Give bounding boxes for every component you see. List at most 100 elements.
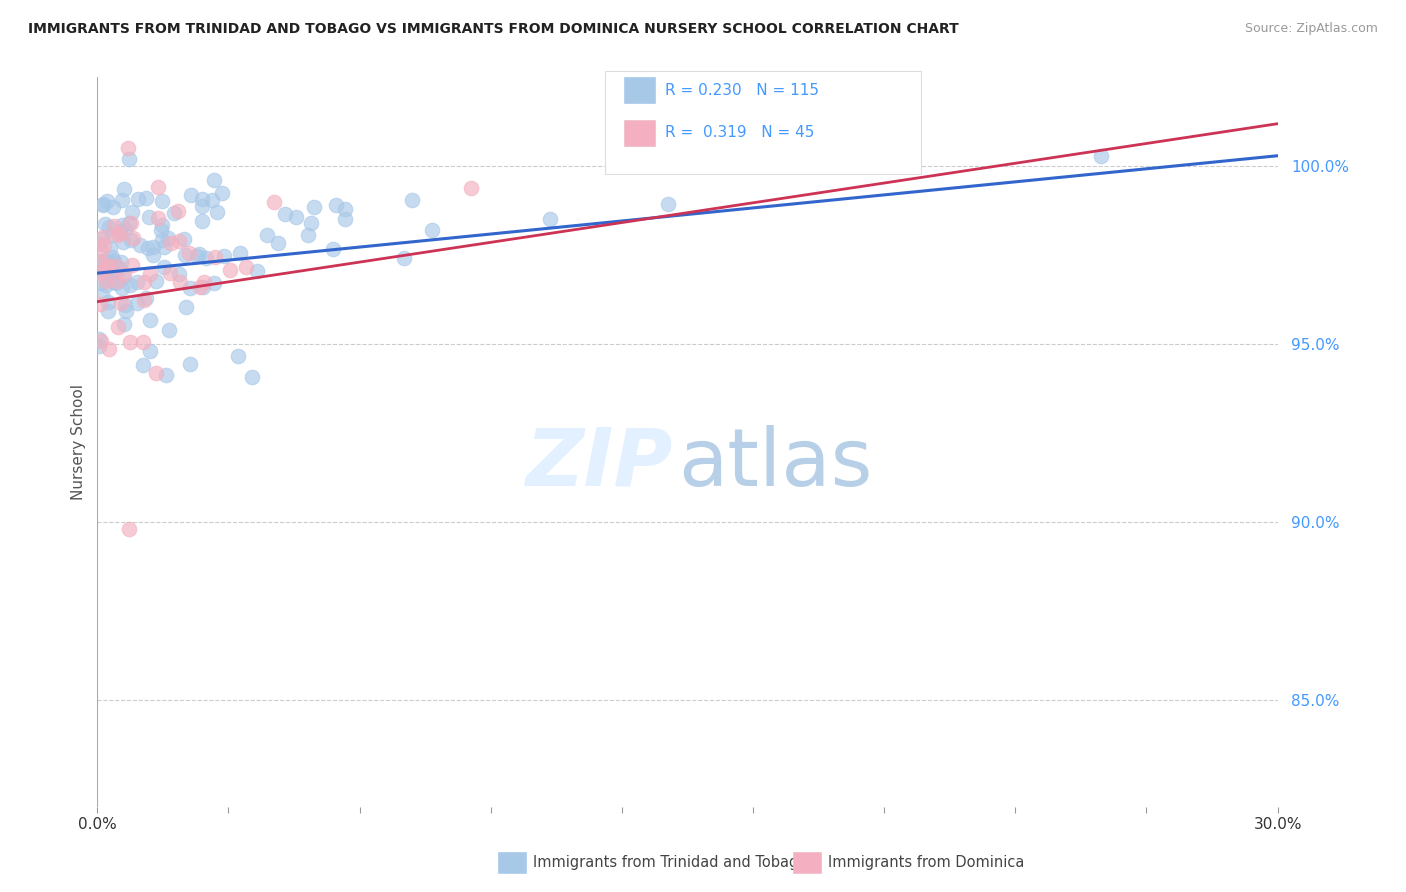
Point [274, 207, 297, 221]
Text: atlas: atlas [678, 425, 872, 503]
Point [1090, 149, 1112, 163]
Point [211, 186, 233, 201]
Point [152, 260, 174, 274]
Point [169, 234, 191, 248]
Point [96, 194, 118, 208]
Point [333, 202, 356, 216]
Point [167, 203, 190, 218]
Point [117, 141, 139, 155]
Point [150, 233, 173, 247]
Point [246, 264, 269, 278]
Point [235, 260, 257, 274]
Point [89, 332, 111, 346]
Point [118, 334, 141, 349]
Point [112, 317, 135, 331]
Point [90, 244, 112, 258]
Point [160, 236, 183, 251]
Point [91, 197, 114, 211]
Point [132, 334, 155, 349]
Point [219, 263, 242, 277]
Point [100, 259, 122, 273]
Point [112, 235, 135, 249]
Point [107, 227, 129, 242]
Y-axis label: Nursery School: Nursery School [72, 384, 86, 500]
Point [657, 197, 679, 211]
Point [173, 248, 195, 262]
Point [195, 252, 218, 266]
Text: IMMIGRANTS FROM TRINIDAD AND TOBAGO VS IMMIGRANTS FROM DOMINICA NURSERY SCHOOL C: IMMIGRANTS FROM TRINIDAD AND TOBAGO VS I… [28, 22, 959, 37]
Point [120, 233, 142, 247]
Point [135, 191, 157, 205]
Point [204, 250, 226, 264]
Point [240, 370, 263, 384]
Point [299, 216, 322, 230]
Point [229, 246, 252, 260]
Point [90, 253, 112, 268]
Point [108, 226, 131, 240]
Point [108, 224, 131, 238]
Point [89, 255, 111, 269]
Point [91, 288, 114, 302]
Point [135, 291, 157, 305]
Point [97, 343, 120, 357]
Point [157, 231, 180, 245]
Point [191, 214, 214, 228]
Point [96, 274, 118, 288]
Point [163, 206, 186, 220]
Point [107, 260, 129, 275]
Point [180, 188, 202, 202]
Point [394, 251, 416, 265]
Point [152, 194, 174, 209]
Point [111, 281, 134, 295]
Point [127, 192, 149, 206]
Point [110, 296, 132, 310]
Point [159, 266, 181, 280]
Point [121, 205, 143, 219]
Point [226, 349, 249, 363]
Point [138, 210, 160, 224]
Point [186, 249, 208, 263]
Point [191, 280, 214, 294]
Point [117, 152, 139, 166]
Point [155, 368, 177, 383]
Point [93, 217, 115, 231]
Point [103, 219, 125, 234]
Point [91, 262, 114, 277]
Point [177, 246, 200, 260]
Point [121, 258, 143, 272]
Text: ZIP: ZIP [524, 425, 672, 503]
Point [202, 277, 225, 291]
Point [103, 253, 125, 268]
Point [127, 275, 149, 289]
Point [91, 232, 114, 246]
Point [142, 240, 165, 254]
Point [285, 210, 308, 224]
Point [205, 205, 228, 219]
Point [256, 228, 278, 243]
Point [125, 296, 148, 310]
Point [325, 198, 347, 212]
Point [96, 258, 118, 272]
Point [179, 357, 201, 371]
Point [87, 339, 110, 353]
Point [148, 180, 170, 194]
Point [93, 238, 115, 252]
Point [138, 344, 160, 359]
Point [169, 275, 191, 289]
Point [153, 240, 176, 254]
Point [101, 275, 124, 289]
Point [191, 199, 214, 213]
Point [114, 298, 136, 312]
Point [90, 253, 112, 268]
Point [188, 280, 211, 294]
Text: Immigrants from Trinidad and Tobago: Immigrants from Trinidad and Tobago [533, 855, 807, 870]
Point [97, 303, 120, 318]
Point [263, 194, 285, 209]
Point [110, 218, 132, 232]
Point [173, 231, 195, 245]
Point [90, 257, 112, 271]
Point [145, 274, 167, 288]
Point [98, 255, 121, 269]
Point [202, 172, 225, 186]
Point [420, 222, 443, 236]
